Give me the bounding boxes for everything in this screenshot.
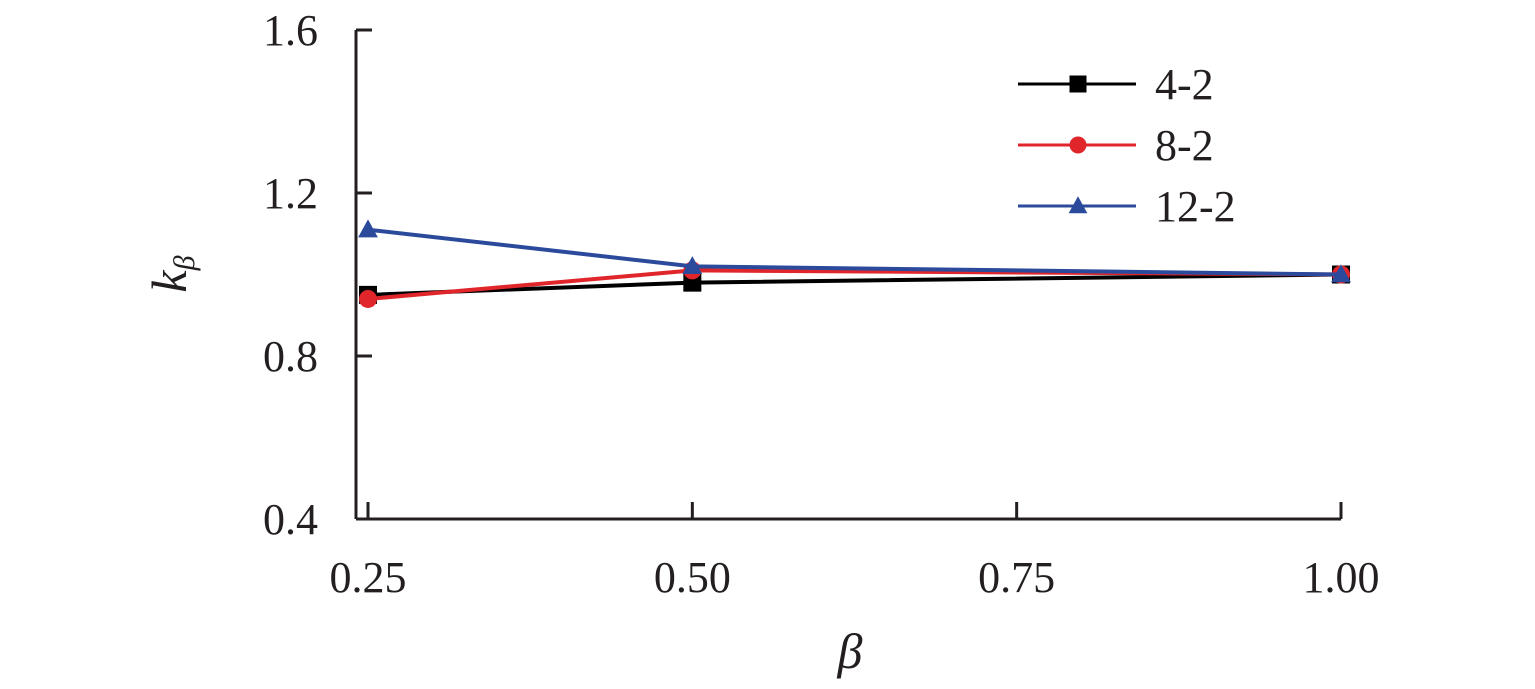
data-point (682, 256, 703, 275)
series-12-2 (358, 219, 1351, 283)
x-tick-label: 0.50 (654, 553, 731, 602)
y-tick-label: 0.4 (263, 495, 318, 544)
axes (354, 30, 1341, 521)
data-point (358, 219, 378, 238)
data-point (359, 289, 377, 308)
x-ticks: 0.25 0.50 0.75 1.00 (330, 502, 1380, 602)
y-ticks: 0.4 0.8 1.2 1.6 (263, 6, 372, 544)
legend-marker (1068, 196, 1088, 214)
legend-entry: 4-2 (1018, 60, 1214, 109)
legend-label: 8-2 (1155, 121, 1214, 170)
y-tick-label: 1.6 (263, 6, 318, 55)
series-layer (358, 219, 1351, 308)
x-axis-title: β (837, 623, 863, 679)
x-tick-label: 0.75 (978, 553, 1055, 602)
legend-marker (1069, 136, 1087, 154)
legend-entry: 8-2 (1018, 121, 1214, 170)
legend-label: 12-2 (1155, 182, 1236, 231)
legend-label: 4-2 (1155, 60, 1214, 109)
y-tick-label: 1.2 (263, 169, 318, 218)
y-tick-label: 0.8 (263, 332, 318, 381)
legend-marker (1069, 75, 1087, 93)
x-tick-label: 1.00 (1303, 553, 1380, 602)
legend: 4-2 8-2 12-2 (1018, 60, 1236, 231)
data-point (1331, 264, 1351, 283)
y-axis-title: kβ (141, 255, 201, 292)
series-line (367, 268, 1342, 301)
series-line (367, 227, 1342, 277)
legend-entry: 12-2 (1018, 182, 1236, 231)
x-tick-label: 0.25 (330, 553, 407, 602)
